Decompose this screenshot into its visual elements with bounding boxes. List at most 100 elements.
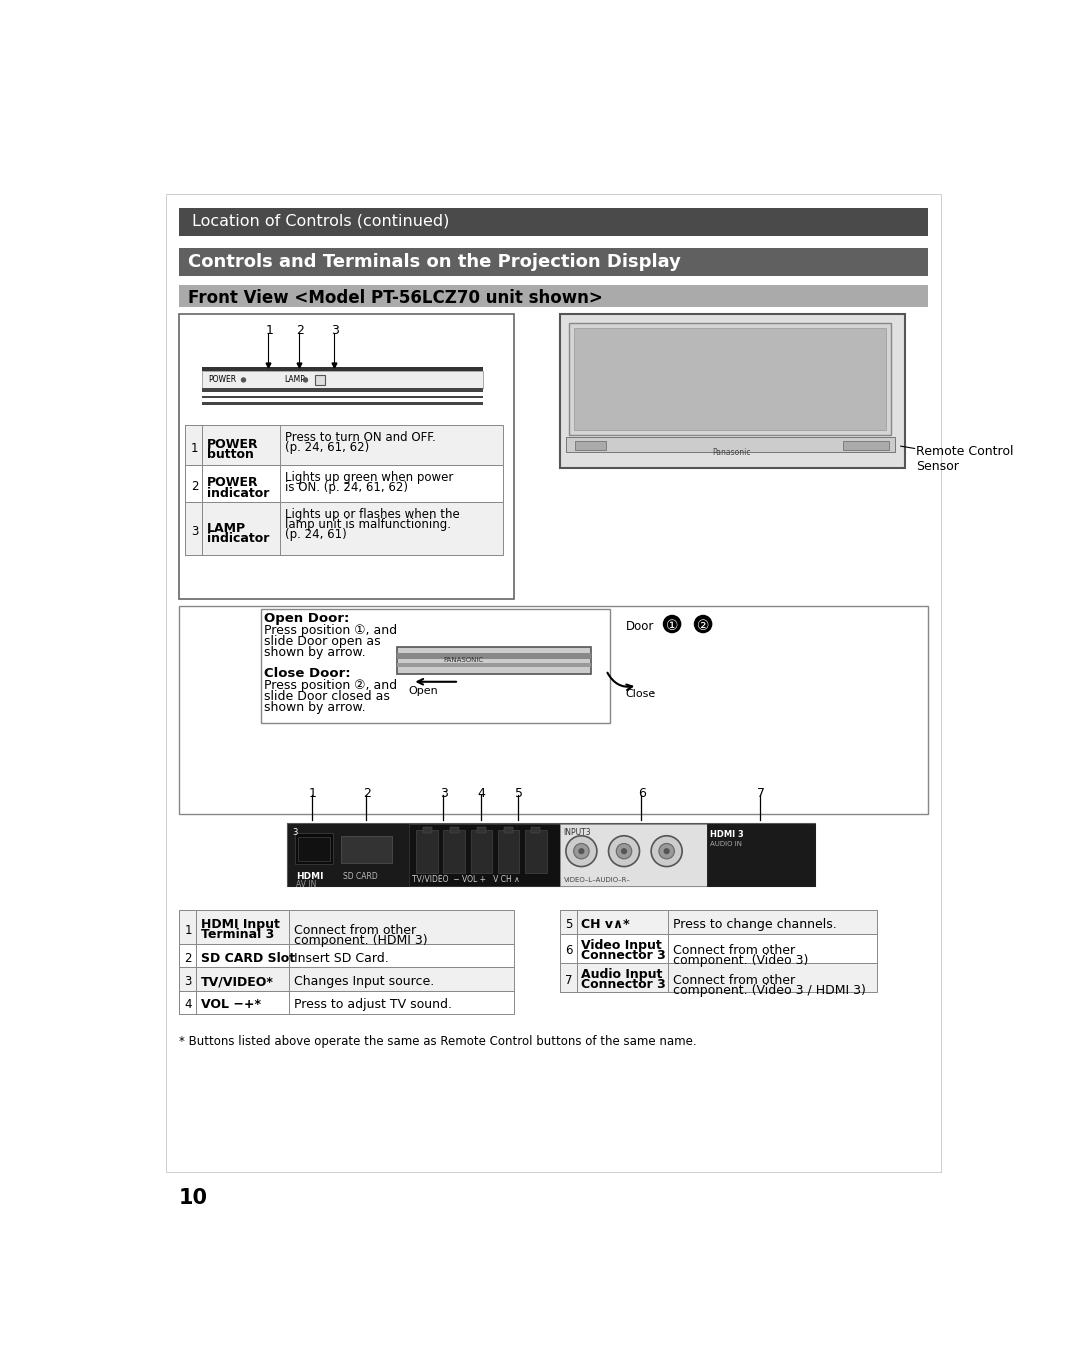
Text: SD CARD: SD CARD xyxy=(342,872,377,880)
Bar xyxy=(202,465,280,502)
Text: 10: 10 xyxy=(179,1187,208,1208)
Text: Press to change channels.: Press to change channels. xyxy=(673,919,837,931)
Bar xyxy=(179,968,197,991)
Text: HDMI: HDMI xyxy=(296,872,324,880)
Circle shape xyxy=(663,848,670,855)
Text: 3: 3 xyxy=(185,975,192,988)
Text: 7: 7 xyxy=(565,973,572,987)
Text: shown by arrow.: shown by arrow. xyxy=(265,701,366,714)
Text: 3: 3 xyxy=(441,788,448,800)
Text: (p. 24, 61, 62): (p. 24, 61, 62) xyxy=(284,440,369,454)
Bar xyxy=(531,826,540,833)
Bar xyxy=(261,609,610,722)
Bar xyxy=(314,375,325,386)
Text: Press position ②, and: Press position ②, and xyxy=(265,680,397,692)
Bar xyxy=(559,934,577,962)
Bar xyxy=(179,945,514,968)
Text: Controls and Terminals on the Projection Display: Controls and Terminals on the Projection… xyxy=(188,254,680,271)
Text: 6: 6 xyxy=(565,945,572,957)
Text: Press to adjust TV sound.: Press to adjust TV sound. xyxy=(294,998,451,1011)
Circle shape xyxy=(566,836,597,867)
Bar xyxy=(341,836,392,863)
Text: INPUT3: INPUT3 xyxy=(564,829,591,837)
Bar xyxy=(559,962,877,992)
Text: component. (HDMI 3): component. (HDMI 3) xyxy=(294,934,428,946)
Bar xyxy=(202,502,280,556)
Bar xyxy=(179,991,197,1014)
Text: 3: 3 xyxy=(191,526,198,538)
Text: 3: 3 xyxy=(332,324,339,337)
Text: Connector 3: Connector 3 xyxy=(581,949,666,962)
Text: TV/VIDEO*: TV/VIDEO* xyxy=(201,975,273,988)
Circle shape xyxy=(659,844,674,859)
Bar xyxy=(179,209,928,236)
Bar xyxy=(202,388,483,393)
Text: POWER: POWER xyxy=(208,375,237,383)
Text: LAMP: LAMP xyxy=(207,522,246,534)
Bar xyxy=(186,502,503,556)
Bar xyxy=(179,945,197,968)
Bar xyxy=(179,910,514,945)
Text: 3: 3 xyxy=(293,829,298,837)
Bar xyxy=(295,833,334,864)
Text: 1: 1 xyxy=(191,442,199,454)
Circle shape xyxy=(573,844,590,859)
Bar xyxy=(559,962,577,992)
Circle shape xyxy=(651,836,683,867)
Text: ②: ② xyxy=(697,619,710,634)
Bar xyxy=(559,313,905,468)
Text: lamp unit is malfunctioning.: lamp unit is malfunctioning. xyxy=(284,518,450,530)
Text: POWER: POWER xyxy=(207,476,259,489)
Bar xyxy=(288,825,408,886)
Text: Location of Controls (continued): Location of Controls (continued) xyxy=(192,214,449,229)
Text: AUDIO IN: AUDIO IN xyxy=(710,841,742,848)
Text: 1: 1 xyxy=(266,324,273,337)
Text: VOL −+*: VOL −+* xyxy=(201,998,261,1011)
Text: Insert SD Card.: Insert SD Card. xyxy=(294,951,389,965)
Bar xyxy=(707,825,815,886)
Text: indicator: indicator xyxy=(207,487,269,500)
Bar xyxy=(179,607,928,814)
Bar xyxy=(397,647,591,675)
Text: Panasonic: Panasonic xyxy=(713,448,751,458)
Bar xyxy=(397,662,591,667)
Text: 2: 2 xyxy=(296,324,305,337)
Bar xyxy=(416,830,438,872)
Text: Lights up green when power: Lights up green when power xyxy=(284,470,453,484)
Circle shape xyxy=(241,378,246,383)
Circle shape xyxy=(302,378,308,383)
Bar xyxy=(197,910,289,945)
Text: AV IN: AV IN xyxy=(296,879,316,889)
Text: Lights up or flashes when the: Lights up or flashes when the xyxy=(284,508,459,521)
Bar xyxy=(449,826,459,833)
Bar xyxy=(408,825,559,886)
Bar xyxy=(471,830,492,872)
Bar xyxy=(202,372,483,388)
Bar xyxy=(559,910,577,934)
Text: 4: 4 xyxy=(185,998,192,1011)
Text: Close Door:: Close Door: xyxy=(265,667,351,680)
Text: * Buttons listed above operate the same as Remote Control buttons of the same na: * Buttons listed above operate the same … xyxy=(179,1036,697,1048)
Bar xyxy=(186,425,202,465)
Text: 1: 1 xyxy=(185,924,192,936)
Circle shape xyxy=(663,615,681,634)
Circle shape xyxy=(621,848,627,855)
Text: Connect from other: Connect from other xyxy=(673,945,795,957)
Text: 7: 7 xyxy=(757,788,765,800)
Bar xyxy=(186,465,503,502)
Bar xyxy=(197,991,289,1014)
Bar xyxy=(397,653,591,660)
Bar xyxy=(202,367,483,372)
Bar xyxy=(179,313,514,598)
Bar xyxy=(577,962,669,992)
Text: Open Door:: Open Door: xyxy=(265,612,350,624)
Text: Connect from other: Connect from other xyxy=(673,973,795,987)
Text: PANASONIC: PANASONIC xyxy=(444,657,484,664)
Text: Open: Open xyxy=(408,686,438,695)
Circle shape xyxy=(693,615,713,634)
Bar xyxy=(179,968,514,991)
Bar xyxy=(298,837,330,861)
Circle shape xyxy=(578,848,584,855)
Text: Remote Control
Sensor: Remote Control Sensor xyxy=(916,444,1014,473)
Bar xyxy=(504,826,513,833)
